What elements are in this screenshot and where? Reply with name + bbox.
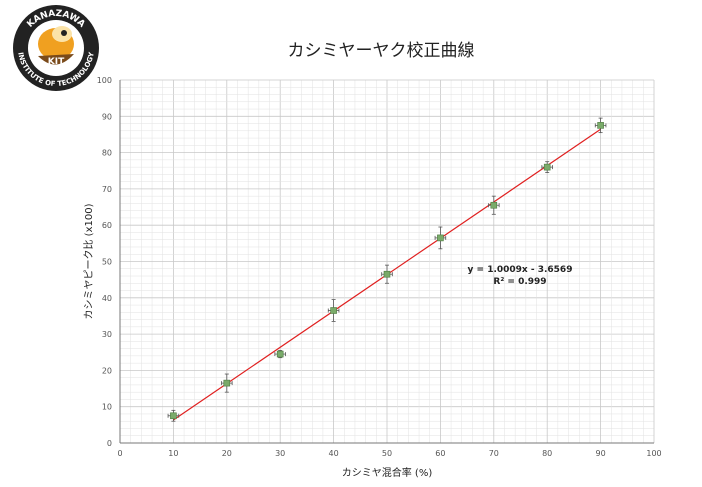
y-axis-label: カシミヤピーク比 (x100)	[83, 203, 95, 319]
data-point	[437, 234, 444, 242]
y-tick-label: 60	[102, 221, 112, 230]
x-axis-label: カシミヤ混合率 (%)	[342, 466, 433, 479]
x-tick-label: 70	[489, 449, 499, 458]
data-point	[330, 307, 337, 314]
data-point	[276, 350, 284, 358]
x-tick-label: 100	[646, 449, 661, 458]
data-points	[167, 117, 607, 422]
chart-title: カシミヤーヤク校正曲線	[287, 41, 475, 61]
data-point	[223, 379, 231, 387]
kanazawa-institute-of-technology-logo: KANAZAWA INSTITUTE OF TECHNOLOGY KIT	[13, 5, 99, 91]
x-tick-label: 10	[168, 449, 178, 458]
x-tick-label: 80	[542, 449, 552, 458]
x-tick-labels: 0 10 20 30 40 50 60 70 80 90 100	[117, 449, 661, 458]
x-tick-label: 50	[382, 449, 392, 458]
grid	[119, 79, 655, 444]
y-tick-label: 10	[102, 403, 112, 412]
logo-center-text: KIT	[48, 57, 65, 67]
x-tick-label: 20	[222, 449, 232, 458]
y-tick-label: 50	[102, 258, 112, 267]
data-point	[170, 412, 177, 420]
x-tick-label: 90	[596, 449, 606, 458]
data-point	[383, 270, 391, 278]
y-tick-label: 80	[102, 149, 112, 158]
x-tick-label: 60	[435, 449, 445, 458]
y-tick-label: 20	[102, 366, 112, 375]
trendline-r2: R² = 0.999	[493, 277, 546, 287]
y-tick-label: 100	[97, 76, 112, 85]
trendline-equation: y = 1.0009x - 3.6569	[468, 265, 573, 275]
x-tick-label: 0	[117, 449, 122, 458]
y-tick-label: 0	[107, 439, 112, 448]
y-tick-label: 40	[102, 294, 112, 303]
data-point	[543, 163, 551, 171]
y-tick-label: 90	[102, 112, 112, 121]
x-tick-label: 30	[275, 449, 285, 458]
data-point	[597, 122, 604, 129]
y-tick-label: 30	[102, 330, 112, 339]
x-tick-label: 40	[329, 449, 339, 458]
y-tick-labels: 0 10 20 30 40 50 60 70 80 90 100	[97, 76, 112, 448]
data-point	[490, 201, 498, 209]
axes	[119, 80, 654, 444]
y-tick-label: 70	[102, 185, 112, 194]
